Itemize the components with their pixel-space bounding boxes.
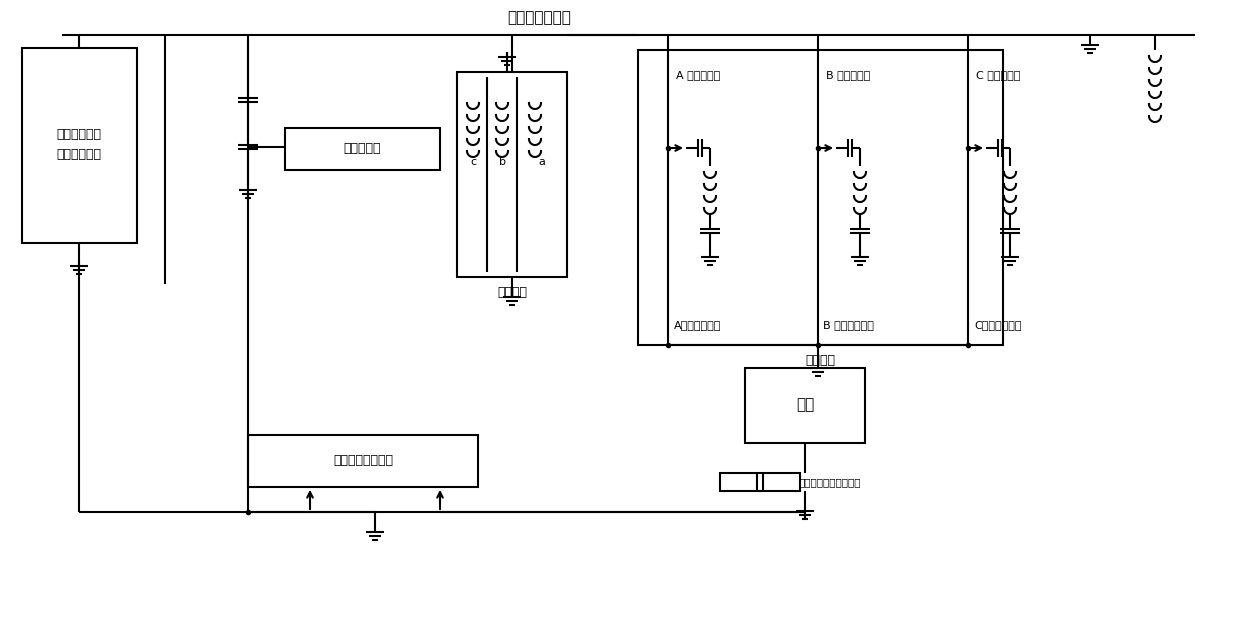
Text: 高压绕组: 高压绕组 bbox=[805, 354, 835, 366]
Text: 铁芯特高频信号分离器: 铁芯特高频信号分离器 bbox=[799, 477, 861, 487]
Bar bbox=[457, 72, 567, 277]
Text: A相套管次末屏: A相套管次末屏 bbox=[674, 320, 721, 330]
Text: a: a bbox=[539, 157, 545, 167]
Bar bbox=[720, 473, 800, 491]
Text: 低压绕组: 低压绕组 bbox=[497, 285, 527, 299]
Bar bbox=[638, 50, 1004, 345]
Text: B 相套管次末屏: B 相套管次末屏 bbox=[823, 320, 873, 330]
Text: b: b bbox=[498, 157, 506, 167]
Bar bbox=[248, 435, 478, 487]
Bar bbox=[285, 128, 440, 170]
Text: C 相套管末屏: C 相套管末屏 bbox=[976, 70, 1020, 80]
Text: C相套管次末屏: C相套管次末屏 bbox=[974, 320, 1022, 330]
Text: 第一示波器: 第一示波器 bbox=[343, 143, 380, 155]
Bar bbox=[745, 368, 865, 443]
Bar bbox=[22, 48, 138, 243]
Text: 智能专家诊断系统: 智能专家诊断系统 bbox=[333, 454, 393, 468]
Text: 铁芯: 铁芯 bbox=[795, 398, 814, 413]
Text: 击电压发生器: 击电压发生器 bbox=[57, 148, 102, 162]
Text: 振荡型雷电冲: 振荡型雷电冲 bbox=[57, 128, 102, 141]
Text: B 相套管末屏: B 相套管末屏 bbox=[826, 70, 870, 80]
Text: A 相套管末屏: A 相套管末屏 bbox=[676, 70, 720, 80]
Text: c: c bbox=[470, 157, 476, 167]
Text: 接变压器被试相: 接变压器被试相 bbox=[507, 11, 571, 26]
